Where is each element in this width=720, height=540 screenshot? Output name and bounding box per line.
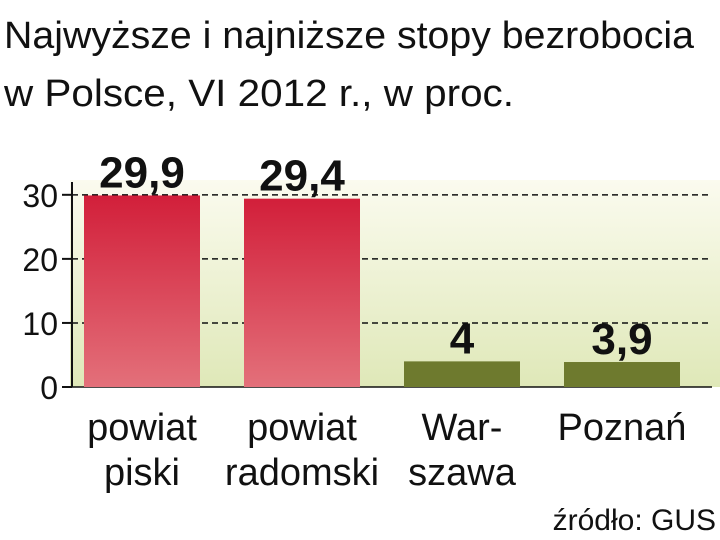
- value-label: 29,4: [259, 152, 345, 201]
- x-tick-label: radomski: [225, 452, 379, 494]
- y-tick-label: 0: [40, 370, 58, 406]
- x-tick-label: powiat: [247, 407, 357, 449]
- x-tick-label: piski: [104, 452, 180, 494]
- y-tick-label: 30: [22, 178, 58, 214]
- chart-title: Najwyższe i najniższe stopy bezrobocia: [4, 15, 695, 57]
- x-tick-label: Poznań: [558, 407, 687, 449]
- x-tick-label: powiat: [87, 407, 197, 449]
- x-tick-label: szawa: [408, 452, 517, 494]
- bar: [564, 362, 680, 387]
- value-label: 29,9: [99, 148, 185, 197]
- value-label: 4: [450, 314, 475, 363]
- bar: [84, 195, 200, 387]
- chart-title: w Polsce, VI 2012 r., w proc.: [3, 73, 514, 115]
- source: źródło: GUS: [553, 504, 716, 537]
- bar: [404, 361, 520, 387]
- y-tick-label: 20: [22, 242, 58, 278]
- y-tick-label: 10: [22, 306, 58, 342]
- value-label: 3,9: [591, 315, 652, 364]
- x-tick-label: War-: [422, 407, 503, 449]
- bar: [244, 198, 360, 387]
